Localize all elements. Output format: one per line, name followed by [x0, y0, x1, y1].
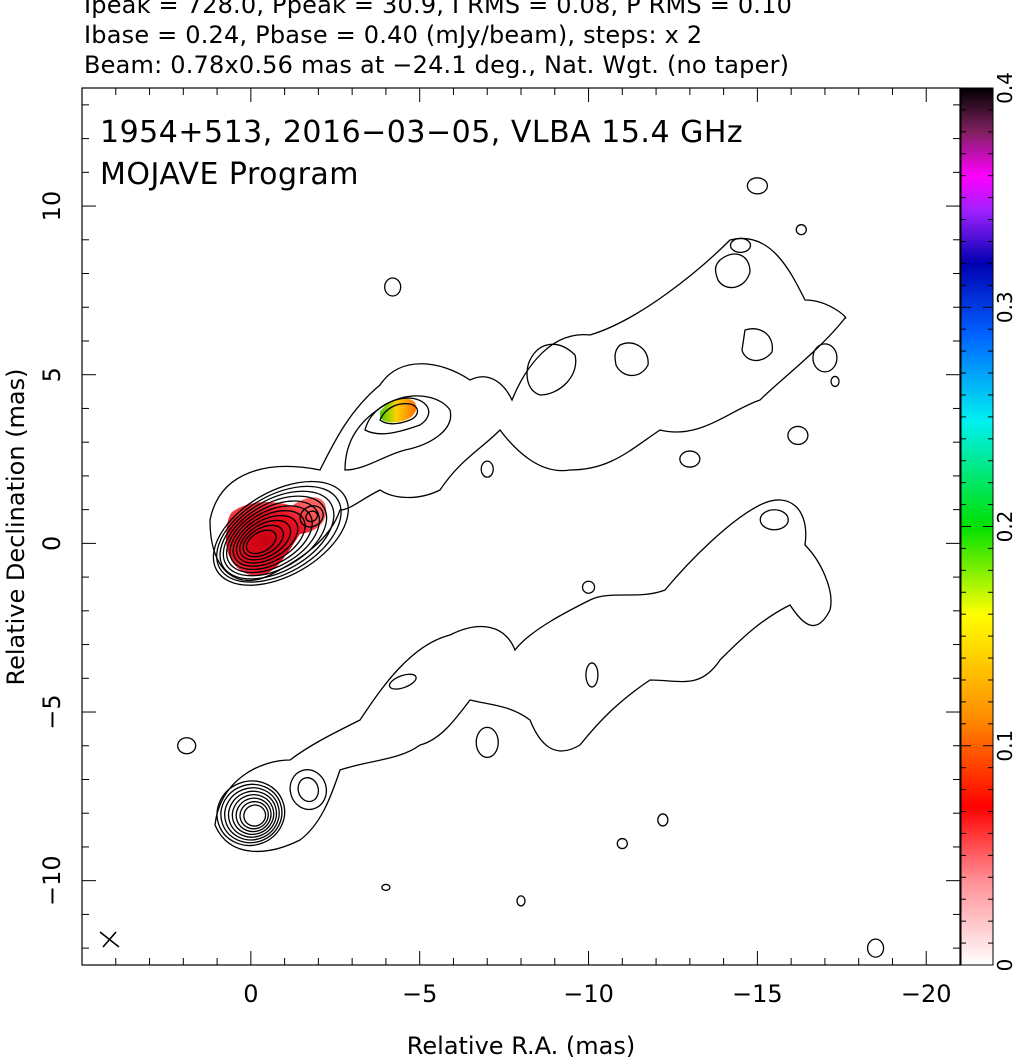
component-contour — [299, 505, 324, 528]
lower-jet-contour-outer — [214, 499, 832, 853]
x-tick-label: −5 — [402, 980, 437, 1008]
component-contour — [787, 425, 809, 446]
axis-ticks — [82, 88, 960, 965]
y-tick-label: −5 — [38, 694, 66, 729]
core-contour — [229, 505, 313, 571]
core-contour — [235, 514, 299, 564]
y-tick-label: 0 — [38, 536, 66, 551]
polarization-overlay — [226, 398, 417, 576]
x-tick-label: 0 — [243, 980, 258, 1008]
knot-polarization-region — [380, 398, 417, 423]
x-tick-label: −10 — [563, 980, 614, 1008]
x-axis-title: Relative R.A. (mas) — [407, 1032, 635, 1060]
component-contour — [679, 450, 701, 468]
plot-frame — [81, 87, 961, 966]
jet-contour-outer — [209, 237, 847, 582]
component-contour — [581, 580, 596, 594]
colorbar-tick-label: 0 — [993, 959, 1017, 972]
colorbar-tick-label: 0.4 — [993, 72, 1017, 104]
component-contour — [516, 895, 526, 907]
component-contour — [480, 460, 494, 478]
colorbar-tick-label: 0.3 — [993, 291, 1017, 323]
colorbar-tick-labels: 0 0.1 0.2 0.3 0.4 — [993, 72, 1017, 971]
component-contour — [616, 837, 628, 850]
component-contour — [305, 510, 319, 523]
lower-component-contour — [297, 777, 320, 803]
core-contour — [212, 480, 349, 586]
component-contour — [729, 237, 752, 254]
component-contour — [830, 375, 840, 388]
lower-component-contour — [388, 673, 417, 690]
jet-contour — [614, 342, 649, 377]
core-contour — [225, 500, 321, 574]
lower-core-contour — [216, 780, 286, 847]
component-contour — [795, 224, 807, 236]
component-contour — [746, 177, 769, 195]
core-contour — [216, 485, 342, 583]
jet-contour — [526, 343, 577, 396]
lower-core-contour — [239, 800, 269, 830]
component-contour — [812, 343, 838, 373]
lower-core-contour — [224, 787, 280, 841]
y-tick-label: 5 — [38, 367, 66, 382]
colorbar-ticks — [961, 87, 993, 966]
contour-layer — [177, 177, 885, 958]
component-contour — [384, 277, 402, 297]
plot-title-line-2: MOJAVE Program — [100, 157, 359, 192]
jet-contour — [379, 402, 419, 425]
x-tick-label: −15 — [732, 980, 783, 1008]
component-contour — [866, 938, 885, 958]
colorbar-tick-label: 0.1 — [993, 730, 1017, 762]
lower-core-contour — [235, 797, 272, 833]
lower-core-contour — [231, 794, 275, 835]
component-contour — [759, 509, 789, 531]
colorbar-tick-label: 0.2 — [993, 511, 1017, 543]
y-tick-label: 10 — [38, 191, 66, 222]
core-contour — [219, 490, 335, 580]
component-contour — [657, 813, 669, 827]
y-tick-label: −10 — [38, 855, 66, 906]
axis-tick-labels: 0 −5 −10 −15 −20 10 5 0 −5 −10 — [38, 191, 952, 1008]
colorbar: 0 0.1 0.2 0.3 0.4 — [960, 72, 1017, 971]
component-contour — [177, 737, 197, 755]
component-contour — [585, 662, 599, 688]
header-line-3: Beam: 0.78x0.56 mas at −24.1 deg., Nat. … — [84, 51, 790, 79]
core-contour — [242, 524, 285, 558]
jet-contour — [714, 253, 751, 289]
jet-contour — [364, 397, 430, 435]
header-line-2: Ibase = 0.24, Pbase = 0.40 (mJy/beam), s… — [84, 21, 703, 49]
component-contour — [381, 883, 391, 892]
beam-symbol — [99, 931, 120, 948]
lower-core-contour — [220, 783, 283, 844]
lower-core-contour — [227, 790, 278, 838]
core-contour — [232, 510, 306, 567]
jet-contour — [741, 328, 773, 362]
y-axis-title: Relative Declination (mas) — [2, 368, 30, 685]
core-contour — [239, 519, 292, 561]
jet-contour — [344, 395, 452, 471]
header-line-1: Ipeak = 728.0, Ppeak = 30.9, I RMS = 0.0… — [84, 0, 793, 19]
component-contour — [475, 726, 499, 759]
core-contour — [245, 529, 277, 555]
lower-core-contour — [243, 804, 267, 827]
x-tick-label: −20 — [901, 980, 952, 1008]
plot-title-line-1: 1954+513, 2016−03−05, VLBA 15.4 GHz — [100, 115, 743, 150]
lower-component-contour — [289, 769, 328, 811]
